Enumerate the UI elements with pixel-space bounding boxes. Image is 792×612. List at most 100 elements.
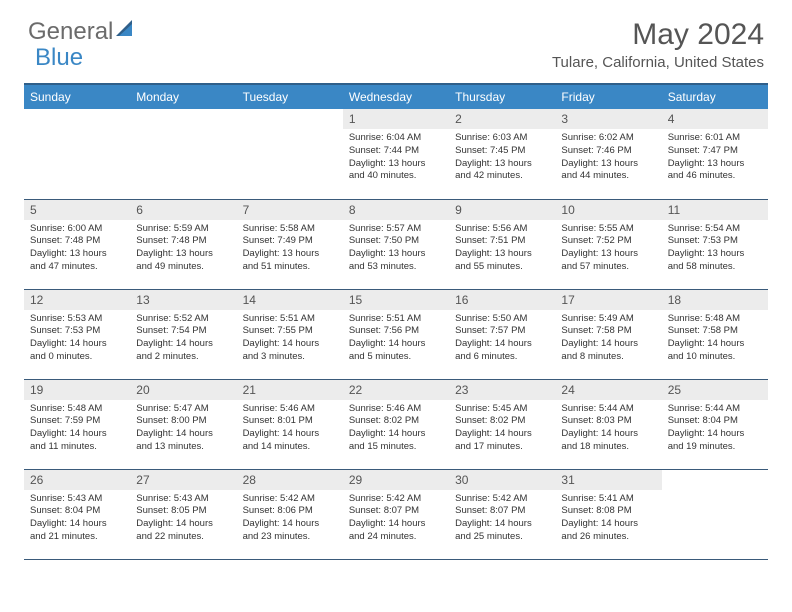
sunset-line: Sunset: 8:03 PM: [561, 415, 631, 426]
sunset-line: Sunset: 8:01 PM: [243, 415, 313, 426]
daylight-line: Daylight: 14 hours and 11 minutes.: [30, 428, 107, 452]
day-number: 7: [237, 200, 343, 220]
weekday-header: Sunday: [24, 84, 130, 109]
day-details: Sunrise: 5:48 AMSunset: 7:58 PMDaylight:…: [662, 310, 768, 370]
calendar-week-row: 19Sunrise: 5:48 AMSunset: 7:59 PMDayligh…: [24, 379, 768, 469]
sunrise-line: Sunrise: 5:53 AM: [30, 313, 102, 324]
sunrise-line: Sunrise: 6:01 AM: [668, 132, 740, 143]
calendar-week-row: 26Sunrise: 5:43 AMSunset: 8:04 PMDayligh…: [24, 469, 768, 559]
sunrise-line: Sunrise: 5:42 AM: [243, 493, 315, 504]
calendar-day-cell: 7Sunrise: 5:58 AMSunset: 7:49 PMDaylight…: [237, 199, 343, 289]
daylight-line: Daylight: 14 hours and 25 minutes.: [455, 518, 532, 542]
day-number: 1: [343, 109, 449, 129]
day-details: Sunrise: 5:42 AMSunset: 8:07 PMDaylight:…: [449, 490, 555, 550]
day-number: 22: [343, 380, 449, 400]
calendar-day-cell: [662, 469, 768, 559]
calendar-day-cell: 11Sunrise: 5:54 AMSunset: 7:53 PMDayligh…: [662, 199, 768, 289]
calendar-body: 1Sunrise: 6:04 AMSunset: 7:44 PMDaylight…: [24, 109, 768, 559]
sunset-line: Sunset: 8:06 PM: [243, 505, 313, 516]
sunset-line: Sunset: 7:53 PM: [30, 325, 100, 336]
day-details: Sunrise: 5:43 AMSunset: 8:04 PMDaylight:…: [24, 490, 130, 550]
day-number: 19: [24, 380, 130, 400]
weekday-header: Thursday: [449, 84, 555, 109]
day-number: 6: [130, 200, 236, 220]
daylight-line: Daylight: 13 hours and 40 minutes.: [349, 158, 426, 182]
sunset-line: Sunset: 8:05 PM: [136, 505, 206, 516]
sunset-line: Sunset: 8:02 PM: [455, 415, 525, 426]
day-details: Sunrise: 5:53 AMSunset: 7:53 PM Daylight:…: [24, 310, 130, 370]
sunrise-line: Sunrise: 5:46 AM: [349, 403, 421, 414]
sunrise-line: Sunrise: 6:03 AM: [455, 132, 527, 143]
sunrise-line: Sunrise: 5:49 AM: [561, 313, 633, 324]
day-details: Sunrise: 5:51 AMSunset: 7:56 PMDaylight:…: [343, 310, 449, 370]
day-number: 12: [24, 290, 130, 310]
daylight-line: Daylight: 13 hours and 44 minutes.: [561, 158, 638, 182]
calendar-day-cell: 16Sunrise: 5:50 AMSunset: 7:57 PMDayligh…: [449, 289, 555, 379]
daylight-line: Daylight: 13 hours and 42 minutes.: [455, 158, 532, 182]
daylight-line: Daylight: 13 hours and 55 minutes.: [455, 248, 532, 272]
title-block: May 2024 Tulare, California, United Stat…: [552, 18, 764, 71]
day-number: 25: [662, 380, 768, 400]
sunrise-line: Sunrise: 5:50 AM: [455, 313, 527, 324]
day-number: 8: [343, 200, 449, 220]
calendar-day-cell: 29Sunrise: 5:42 AMSunset: 8:07 PMDayligh…: [343, 469, 449, 559]
daylight-line: Daylight: 14 hours and 0 minutes.: [30, 338, 107, 362]
calendar-day-cell: 20Sunrise: 5:47 AMSunset: 8:00 PMDayligh…: [130, 379, 236, 469]
day-number-empty: [237, 109, 343, 129]
logo: General: [28, 18, 137, 46]
sunrise-line: Sunrise: 6:02 AM: [561, 132, 633, 143]
sunrise-line: Sunrise: 5:54 AM: [668, 223, 740, 234]
day-number: 30: [449, 470, 555, 490]
sunrise-line: Sunrise: 5:47 AM: [136, 403, 208, 414]
calendar-week-row: 12 Sunrise: 5:53 AMSunset: 7:53 PM Dayligh…: [24, 289, 768, 379]
calendar-table: SundayMondayTuesdayWednesdayThursdayFrid…: [24, 83, 768, 560]
day-number: 11: [662, 200, 768, 220]
sunset-line: Sunset: 8:04 PM: [668, 415, 738, 426]
daylight-line: Daylight: 14 hours and 10 minutes.: [668, 338, 745, 362]
header: General May 2024 Tulare, California, Uni…: [0, 0, 792, 75]
calendar-day-cell: [130, 109, 236, 199]
daylight-line: Daylight: 14 hours and 24 minutes.: [349, 518, 426, 542]
sunrise-line: Sunrise: 5:41 AM: [561, 493, 633, 504]
sunrise-line: Sunrise: 5:55 AM: [561, 223, 633, 234]
calendar-day-cell: 14Sunrise: 5:51 AMSunset: 7:55 PMDayligh…: [237, 289, 343, 379]
day-number-empty: [662, 470, 768, 490]
daylight-line: Daylight: 14 hours and 22 minutes.: [136, 518, 213, 542]
daylight-line: Daylight: 13 hours and 46 minutes.: [668, 158, 745, 182]
day-details: Sunrise: 5:55 AMSunset: 7:52 PMDaylight:…: [555, 220, 661, 280]
calendar-day-cell: 15Sunrise: 5:51 AMSunset: 7:56 PMDayligh…: [343, 289, 449, 379]
daylight-line: Daylight: 14 hours and 5 minutes.: [349, 338, 426, 362]
daylight-line: Daylight: 14 hours and 6 minutes.: [455, 338, 532, 362]
calendar-day-cell: 10Sunrise: 5:55 AMSunset: 7:52 PMDayligh…: [555, 199, 661, 289]
day-number: 24: [555, 380, 661, 400]
sunrise-line: Sunrise: 6:00 AM: [30, 223, 102, 234]
day-number: 3: [555, 109, 661, 129]
day-number: 16: [449, 290, 555, 310]
day-number: 29: [343, 470, 449, 490]
sunrise-line: Sunrise: 5:51 AM: [243, 313, 315, 324]
sunset-line: Sunset: 8:07 PM: [349, 505, 419, 516]
day-details: Sunrise: 5:52 AMSunset: 7:54 PMDaylight:…: [130, 310, 236, 370]
day-number: 21: [237, 380, 343, 400]
calendar-header-row: SundayMondayTuesdayWednesdayThursdayFrid…: [24, 84, 768, 109]
sunset-line: Sunset: 7:58 PM: [668, 325, 738, 336]
month-title: May 2024: [552, 18, 764, 52]
day-details: Sunrise: 5:42 AMSunset: 8:06 PMDaylight:…: [237, 490, 343, 550]
sunrise-line: Sunrise: 5:45 AM: [455, 403, 527, 414]
weekday-header: Saturday: [662, 84, 768, 109]
weekday-header: Wednesday: [343, 84, 449, 109]
daylight-line: Daylight: 14 hours and 19 minutes.: [668, 428, 745, 452]
logo-text-blue: Blue: [35, 44, 83, 72]
calendar-day-cell: 26Sunrise: 5:43 AMSunset: 8:04 PMDayligh…: [24, 469, 130, 559]
sunrise-line: Sunrise: 6:04 AM: [349, 132, 421, 143]
calendar-day-cell: 19Sunrise: 5:48 AMSunset: 7:59 PMDayligh…: [24, 379, 130, 469]
day-details: Sunrise: 6:01 AMSunset: 7:47 PMDaylight:…: [662, 129, 768, 189]
sunset-line: Sunset: 7:49 PM: [243, 235, 313, 246]
daylight-line: Daylight: 14 hours and 15 minutes.: [349, 428, 426, 452]
weekday-header: Tuesday: [237, 84, 343, 109]
day-details: Sunrise: 5:49 AMSunset: 7:58 PMDaylight:…: [555, 310, 661, 370]
calendar-day-cell: 8Sunrise: 5:57 AMSunset: 7:50 PMDaylight…: [343, 199, 449, 289]
day-number: 14: [237, 290, 343, 310]
sunset-line: Sunset: 8:08 PM: [561, 505, 631, 516]
day-number: 27: [130, 470, 236, 490]
